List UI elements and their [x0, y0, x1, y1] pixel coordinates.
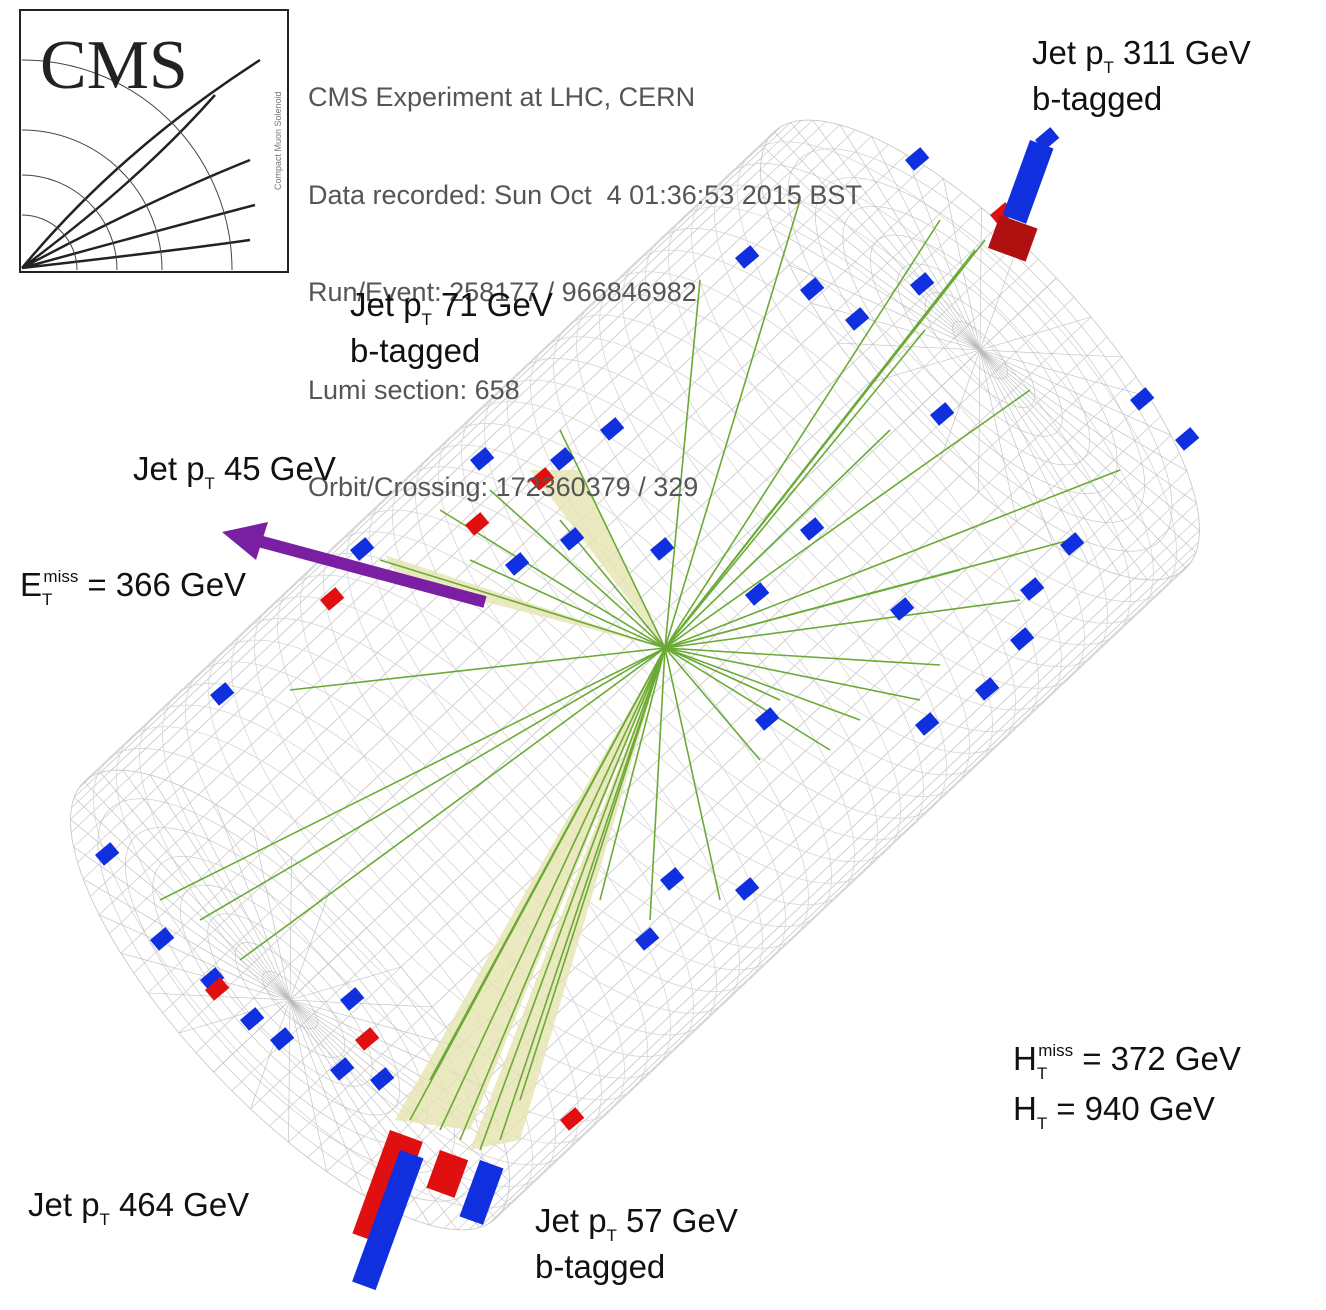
mht-value: = 372 GeV: [1082, 1040, 1241, 1077]
deposit: [560, 1107, 584, 1131]
deposit: [1130, 387, 1154, 411]
jet-value: 71 GeV: [441, 286, 553, 323]
deposit: [910, 272, 934, 296]
ht-sub: T: [1037, 1114, 1047, 1133]
endcap-spoke: [980, 241, 1020, 350]
jet-deposit: [1003, 140, 1054, 224]
mht-label: HTmiss = 372 GeV: [1013, 1036, 1241, 1082]
jet-note: b-tagged: [535, 1244, 738, 1290]
ht-value: = 940 GeV: [1056, 1090, 1215, 1127]
deposit: [340, 987, 364, 1011]
mht-symbol: H: [1013, 1040, 1037, 1077]
track: [290, 648, 665, 690]
event-info: CMS Experiment at LHC, CERN Data recorde…: [308, 16, 862, 536]
jet-text: Jet p: [28, 1186, 100, 1223]
jet-sub: T: [422, 310, 432, 329]
jet-label: Jet pT 311 GeV b-tagged: [1032, 30, 1251, 122]
deposit: [270, 1027, 294, 1051]
deposit: [650, 537, 674, 561]
jet-note: b-tagged: [350, 328, 553, 374]
track: [665, 648, 720, 900]
info-line: Lumi section: 658: [308, 374, 862, 407]
met-label: ETmiss = 366 GeV: [20, 562, 246, 608]
jet-value: 45 GeV: [224, 450, 336, 487]
logo-subtitle: Compact Muon Solenoid: [273, 91, 283, 190]
jet-sub: T: [100, 1210, 110, 1229]
jet-label: Jet pT 57 GeV b-tagged: [535, 1198, 738, 1290]
jet-text: Jet p: [535, 1202, 607, 1239]
mht-sup: miss: [1038, 1041, 1073, 1060]
endcap-spoke: [290, 1000, 364, 1196]
jet-label: Jet pT 464 GeV: [28, 1182, 249, 1228]
info-line: Data recorded: Sun Oct 4 01:36:53 2015 B…: [308, 179, 862, 212]
mht-sub: T: [1037, 1064, 1047, 1083]
info-line: CMS Experiment at LHC, CERN: [308, 81, 862, 114]
jet-sub: T: [205, 474, 215, 493]
logo-title: CMS: [40, 27, 188, 104]
deposit: [930, 402, 954, 426]
met-sub: T: [42, 590, 52, 609]
endcap-spoke: [84, 782, 290, 1000]
jet-text: Jet p: [1032, 34, 1104, 71]
deposit: [905, 147, 929, 171]
jet-note: b-tagged: [1032, 76, 1251, 122]
track: [665, 570, 960, 648]
endcap-spoke: [74, 797, 290, 1000]
deposit: [370, 1067, 394, 1091]
jet-sub: T: [1104, 58, 1114, 77]
cms-logo: CMS Compact Muon Solenoid: [20, 10, 288, 272]
jet-cone: [470, 648, 665, 1150]
ht-symbol: H: [1013, 1090, 1037, 1127]
jet-text: Jet p: [133, 450, 205, 487]
endcap-spoke: [980, 317, 1091, 350]
endcap-spoke: [290, 967, 401, 1000]
endcap-spoke: [123, 770, 290, 1000]
deposit: [95, 842, 119, 866]
jet-text: Jet p: [350, 286, 422, 323]
page: CMS Compact Muon Solenoid CMS Experiment…: [0, 0, 1326, 1310]
deposit: [745, 582, 769, 606]
endcap-spoke: [980, 350, 1186, 568]
track: [665, 600, 1020, 648]
endcap-spoke: [906, 154, 980, 350]
met-value: = 366 GeV: [87, 566, 246, 603]
info-line: Orbit/Crossing: 172360379 / 329: [308, 471, 862, 504]
deposit: [735, 877, 759, 901]
endcap-spoke: [980, 350, 1196, 553]
deposit: [330, 1057, 354, 1081]
endcap-spoke: [216, 804, 290, 1000]
endcap-spoke: [980, 350, 1120, 575]
deposit: [1010, 627, 1034, 651]
deposit: [1175, 427, 1199, 451]
jet-value: 311 GeV: [1123, 34, 1251, 71]
endcap-spoke: [290, 891, 330, 1000]
jet-label: Jet pT 71 GeV b-tagged: [350, 282, 553, 374]
deposit: [755, 707, 779, 731]
endcap-spoke: [150, 775, 290, 1000]
jet-value: 464 GeV: [119, 1186, 249, 1223]
endcap-spoke: [980, 278, 1056, 350]
jet-deposit: [988, 215, 1038, 262]
deposit: [660, 867, 684, 891]
met-sup: miss: [43, 567, 78, 586]
met-symbol: E: [20, 566, 42, 603]
jet-label: Jet pT 45 GeV: [133, 446, 336, 492]
jet-sub: T: [607, 1226, 617, 1245]
jet-value: 57 GeV: [626, 1202, 738, 1239]
ht-label: HT = 940 GeV: [1013, 1086, 1215, 1132]
arrow-head: [222, 522, 268, 560]
endcap-spoke: [980, 350, 1054, 546]
endcap-spoke: [179, 1000, 290, 1033]
